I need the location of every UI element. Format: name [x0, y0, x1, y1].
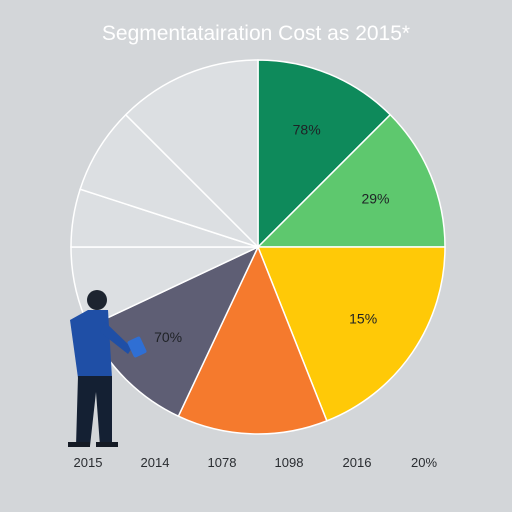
person-torso — [70, 310, 112, 378]
slice-label: 78% — [293, 122, 321, 138]
slice-label: 29% — [361, 190, 389, 206]
person-shoe-right — [96, 442, 118, 447]
slice-label: 15% — [349, 310, 377, 326]
pie-slice — [256, 113, 446, 248]
bottom-label: 1078 — [208, 455, 237, 470]
person-legs — [76, 376, 112, 446]
person-shoe-left — [68, 442, 90, 447]
pie-slice — [177, 245, 328, 435]
pie-slice — [257, 59, 392, 249]
bottom-labels: 2015 2014 1078 1098 2016 20% — [74, 455, 438, 470]
pie-slices — [70, 59, 446, 435]
person-head — [87, 290, 107, 310]
bottom-label: 2014 — [141, 455, 170, 470]
slice-label: 70% — [154, 329, 182, 345]
chart-title: Segmentatairation Cost as 2015* — [102, 22, 410, 45]
tablet-icon — [127, 336, 147, 358]
bottom-label: 2016 — [343, 455, 372, 470]
person-arm — [100, 322, 132, 354]
bottom-label: 1098 — [275, 455, 304, 470]
pie-slice — [256, 246, 446, 422]
pie-slice-labels: 78% 29% 15% 70% — [154, 122, 389, 345]
bottom-label: 20% — [411, 455, 437, 470]
pie-slice — [124, 59, 259, 249]
bottom-label: 2015 — [74, 455, 103, 470]
person-illustration — [68, 290, 147, 447]
